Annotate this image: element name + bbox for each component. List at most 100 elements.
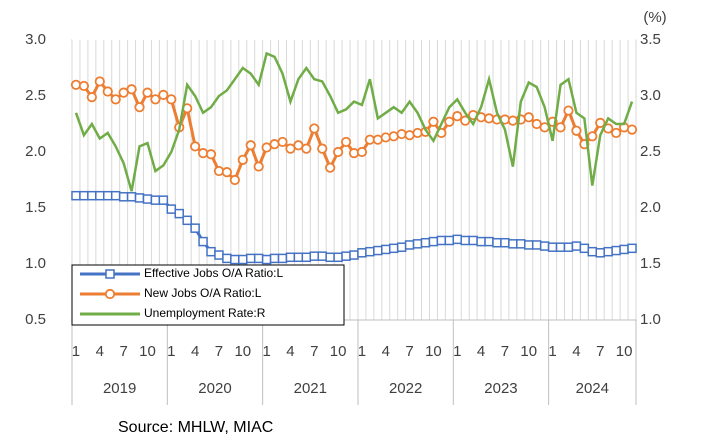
series-line	[74, 51, 634, 192]
marker	[95, 190, 105, 201]
marker	[524, 240, 534, 250]
source: Source: MHLW, MIAC	[118, 419, 273, 436]
legend-label: New Jobs O/A Ratio:L	[144, 286, 262, 300]
marker	[166, 94, 177, 105]
marker	[317, 251, 327, 261]
year-label: 2019	[103, 380, 136, 397]
marker	[190, 223, 200, 233]
marker	[110, 190, 121, 201]
year-label: 2020	[198, 380, 231, 397]
x-tick-label: 1	[72, 343, 80, 360]
marker	[205, 149, 217, 160]
marker	[190, 141, 201, 152]
x-tick-label: 4	[477, 343, 485, 360]
marker	[301, 143, 312, 154]
x-tick-label: 10	[425, 343, 442, 360]
marker	[86, 92, 97, 103]
marker	[579, 243, 590, 254]
marker	[333, 146, 344, 158]
marker	[230, 254, 240, 265]
marker	[238, 254, 248, 265]
marker	[595, 248, 606, 258]
marker	[245, 253, 256, 264]
legend-label: Effective Jobs O/A Ratio:L	[144, 266, 284, 280]
marker	[428, 116, 439, 127]
marker	[396, 242, 407, 252]
marker	[396, 128, 407, 140]
marker	[444, 116, 455, 127]
marker	[516, 239, 526, 249]
x-tick-label: 7	[501, 343, 509, 360]
marker	[277, 136, 288, 148]
y-tick-label: 1.5	[25, 199, 46, 216]
x-tick-label: 4	[96, 343, 104, 360]
marker	[277, 253, 288, 264]
marker	[269, 253, 280, 264]
marker	[508, 239, 518, 249]
marker	[237, 154, 248, 165]
marker	[349, 250, 359, 260]
year-label: 2024	[576, 380, 609, 397]
year-label: 2023	[484, 380, 517, 397]
marker	[619, 244, 629, 255]
marker	[285, 252, 296, 263]
y2-tick-label: 3.0	[640, 87, 661, 104]
marker	[587, 131, 598, 142]
marker	[483, 113, 495, 124]
marker	[206, 246, 216, 257]
marker	[142, 87, 153, 98]
x-tick-label: 1	[548, 343, 556, 360]
marker	[476, 236, 486, 247]
marker	[214, 250, 224, 260]
x-tick-label: 4	[382, 343, 390, 360]
marker	[356, 146, 368, 158]
marker	[547, 242, 558, 252]
x-tick-label: 10	[234, 343, 251, 360]
marker	[571, 125, 582, 136]
x-tick-label: 10	[616, 343, 633, 360]
x-tick-label: 1	[167, 343, 175, 360]
marker	[380, 132, 391, 143]
marker	[452, 234, 463, 245]
marker	[452, 111, 463, 122]
marker	[102, 86, 113, 97]
marker	[71, 190, 81, 201]
marker	[150, 195, 161, 205]
marker	[627, 243, 637, 254]
marker	[309, 251, 320, 261]
marker	[500, 237, 510, 248]
marker	[158, 89, 169, 100]
marker	[245, 140, 256, 151]
marker	[404, 240, 415, 250]
x-tick-label: 1	[453, 343, 461, 360]
marker	[507, 115, 518, 126]
marker	[182, 215, 192, 226]
marker	[142, 194, 153, 204]
marker	[126, 192, 137, 202]
y2-tick-label: 2.5	[640, 143, 661, 160]
marker	[555, 122, 566, 133]
legend-marker	[104, 288, 116, 300]
marker	[492, 237, 502, 248]
marker	[412, 127, 423, 139]
marker	[587, 246, 598, 257]
marker	[468, 235, 478, 246]
marker	[412, 239, 423, 249]
x-tick-label: 4	[286, 343, 294, 360]
x-tick-label: 1	[262, 343, 270, 360]
marker	[197, 148, 209, 159]
marker	[341, 251, 351, 261]
marker	[531, 240, 542, 250]
marker	[603, 246, 613, 257]
y-tick-label: 2.0	[25, 143, 46, 160]
marker	[348, 148, 360, 159]
marker	[523, 112, 534, 123]
marker	[333, 252, 343, 263]
marker	[309, 123, 320, 134]
marker	[118, 192, 129, 202]
marker	[325, 162, 336, 173]
marker	[317, 143, 328, 154]
year-label: 2021	[294, 380, 327, 397]
marker	[563, 242, 574, 252]
